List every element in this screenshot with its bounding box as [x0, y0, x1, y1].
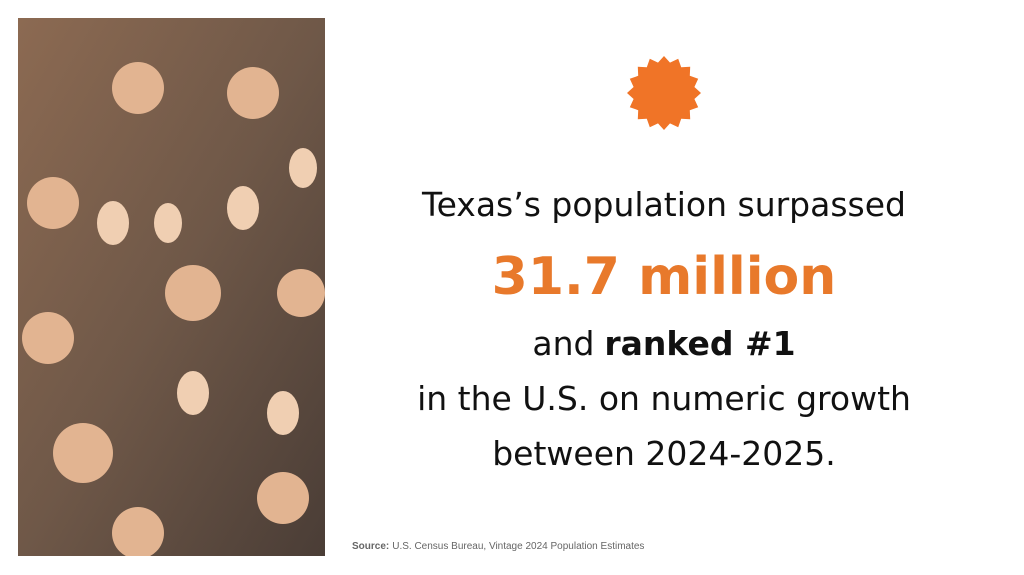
headline-line: Texas’s population surpassed: [422, 185, 906, 224]
badge: [627, 56, 701, 130]
badge-shape: [627, 56, 701, 130]
source-text: U.S. Census Bureau, Vintage 2024 Populat…: [392, 541, 645, 552]
headline-figure: 31.7 million: [491, 247, 837, 307]
source-note: Source: U.S. Census Bureau, Vintage 2024 …: [352, 541, 644, 552]
headline-line: in the U.S. on numeric growth: [417, 379, 911, 418]
source-label: Source:: [352, 541, 390, 552]
headline-line: between 2024-2025.: [492, 434, 836, 473]
text: and: [532, 324, 595, 363]
crowd-photo: [18, 18, 325, 556]
headline-line: and ranked #1: [340, 324, 988, 363]
bold-text: ranked #1: [604, 324, 796, 363]
